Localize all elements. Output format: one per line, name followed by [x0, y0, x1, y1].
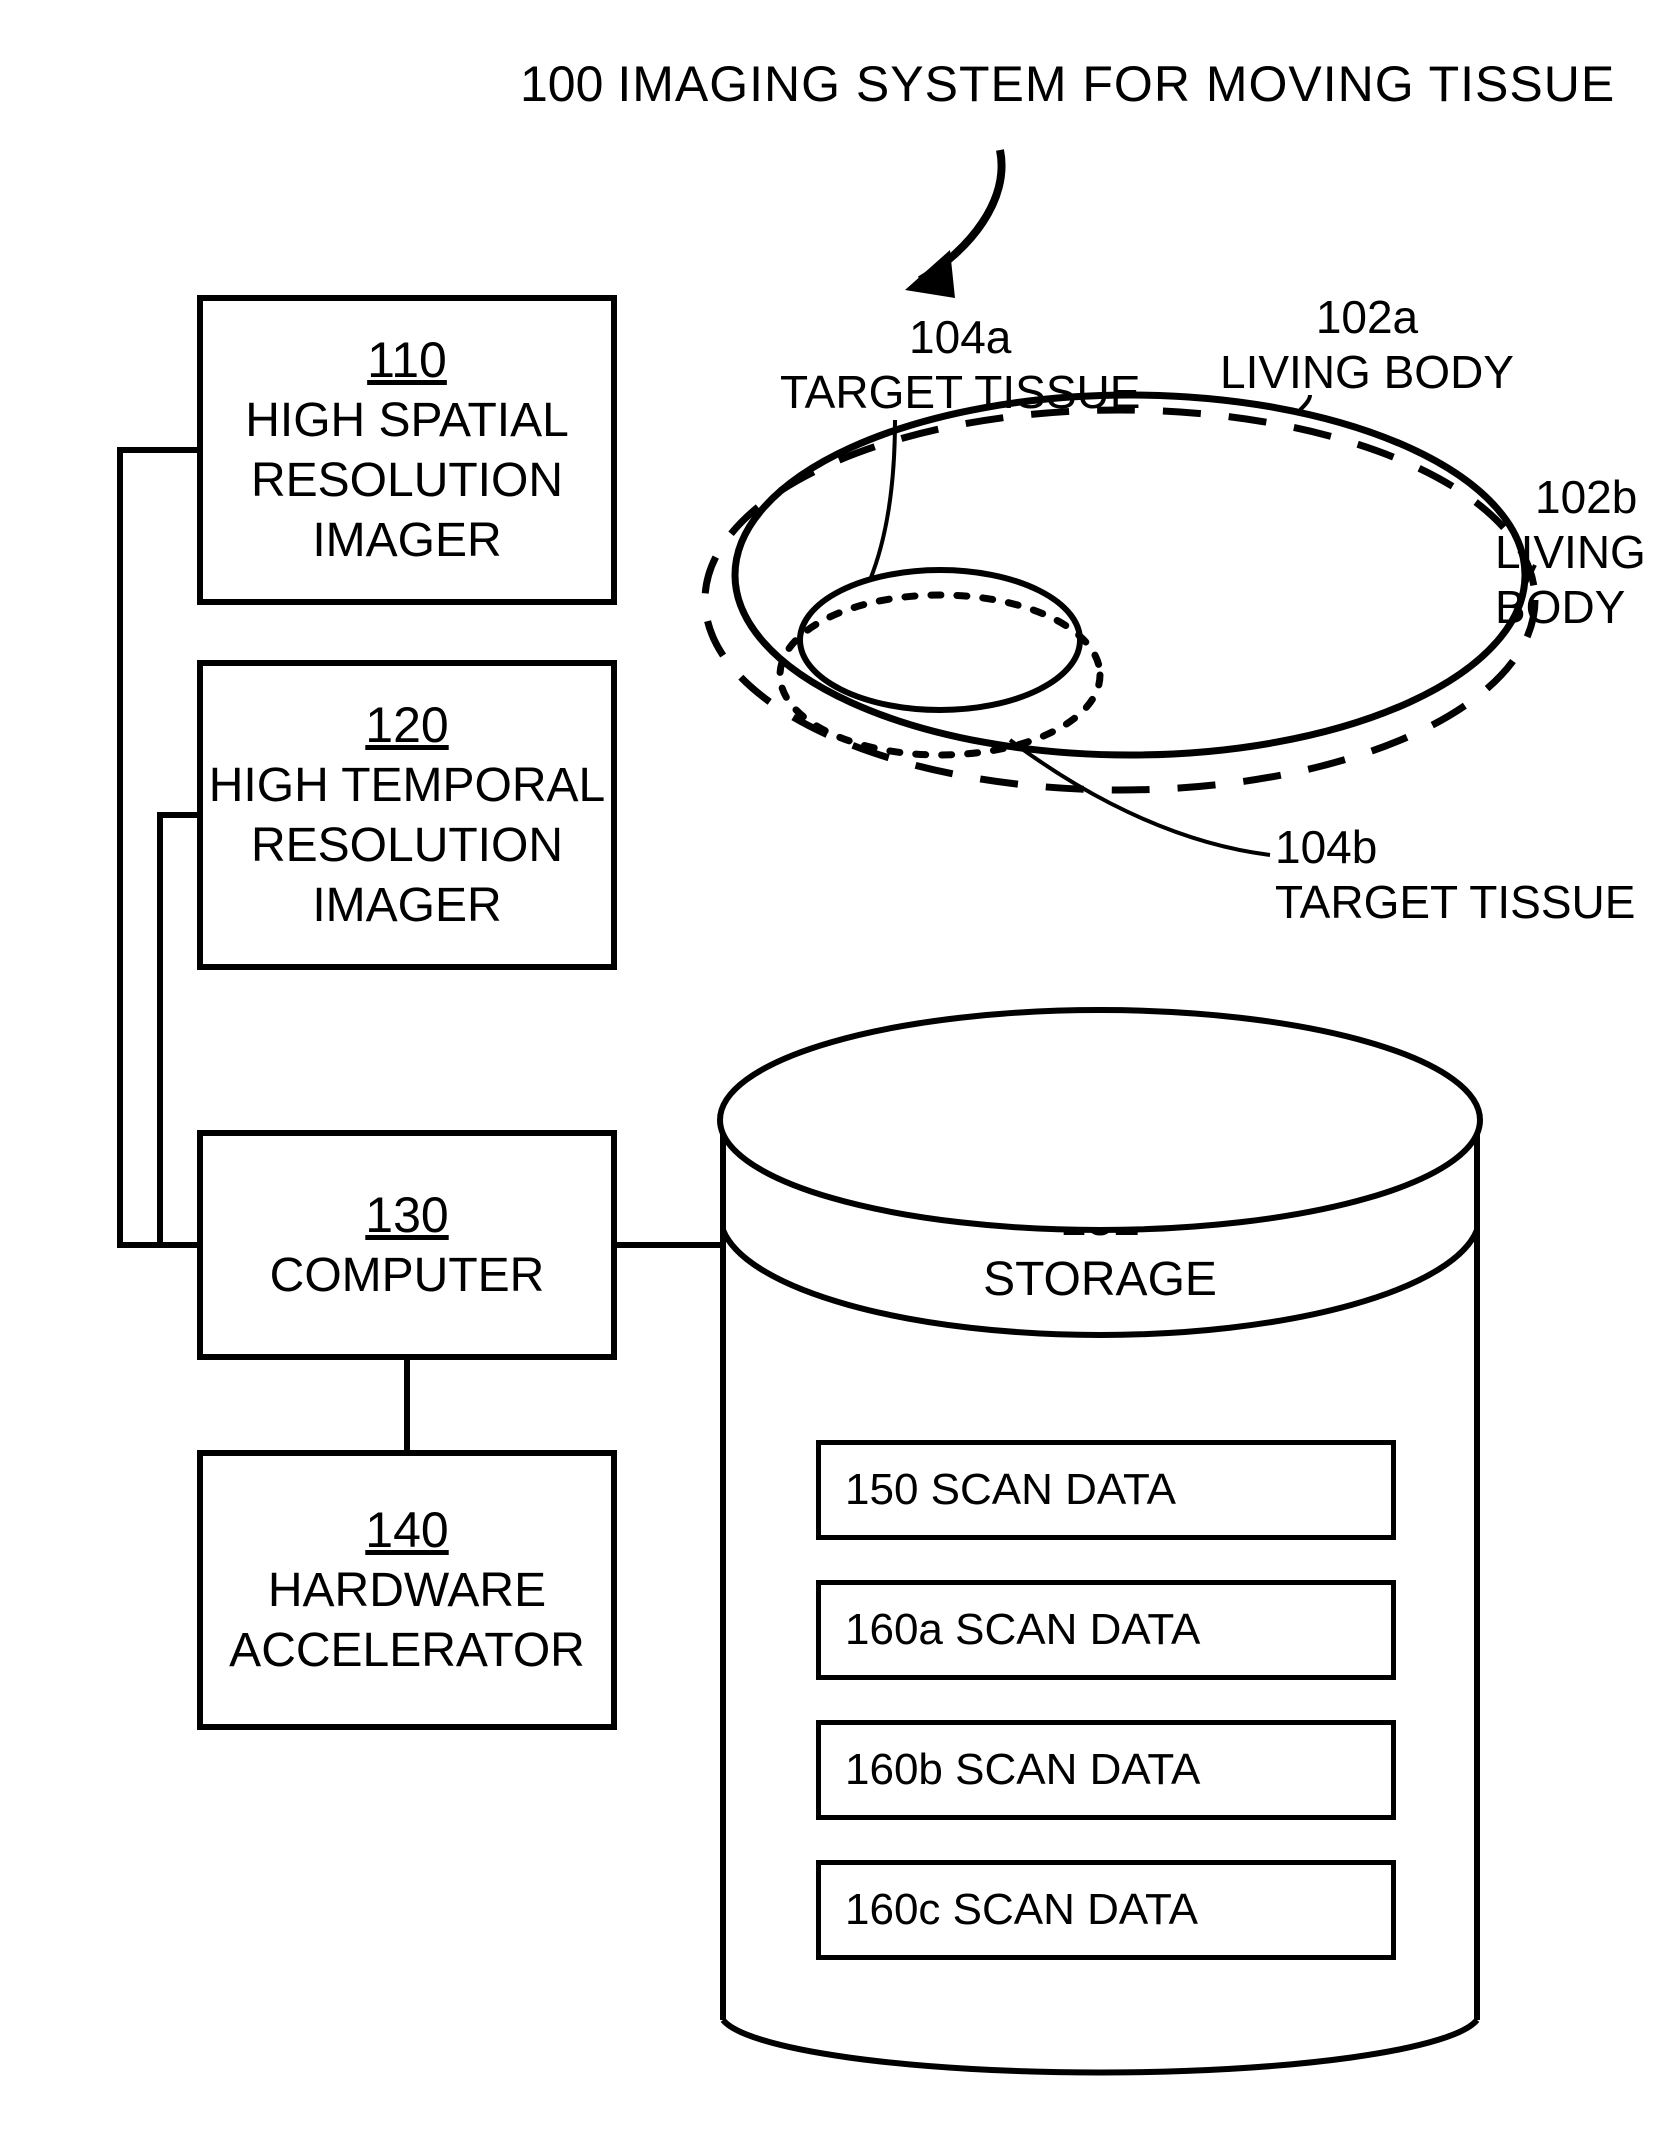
box-spatial-l2: RESOLUTION	[251, 451, 563, 511]
body-outer-dashed	[705, 410, 1535, 790]
box-temporal-l3: IMAGER	[312, 876, 501, 936]
body-outer-solid	[735, 395, 1525, 755]
callout-104a-text: TARGET TISSUE	[780, 365, 1140, 420]
scan-data-160a-text: 160a SCAN DATA	[845, 1605, 1200, 1655]
box-accel-l1: HARDWARE	[268, 1561, 546, 1621]
box-temporal-num: 120	[365, 697, 448, 753]
scan-data-160c: 160c SCAN DATA	[816, 1860, 1396, 1960]
box-spatial-l3: IMAGER	[312, 511, 501, 571]
title-arrow-head	[905, 250, 955, 298]
callout-102b: 102b LIVING BODY	[1495, 470, 1670, 636]
box-accelerator: 140 HARDWARE ACCELERATOR	[197, 1450, 617, 1730]
callout-102a: 102a LIVING BODY	[1220, 290, 1514, 400]
scan-data-150: 150 SCAN DATA	[816, 1440, 1396, 1540]
callout-104b-text: TARGET TISSUE	[1275, 875, 1635, 930]
title-num: 100	[520, 56, 603, 112]
storage-label: 132 STORAGE	[726, 1190, 1474, 1310]
scan-data-160a: 160a SCAN DATA	[816, 1580, 1396, 1680]
callout-102a-text: LIVING BODY	[1220, 345, 1514, 400]
callout-104a-num: 104a	[780, 310, 1140, 365]
box-temporal-l2: RESOLUTION	[251, 816, 563, 876]
tissue-inner-dotted	[780, 595, 1100, 755]
box-computer-l1: COMPUTER	[270, 1246, 545, 1306]
leader-104b	[1010, 740, 1270, 855]
diagram-title: 100 IMAGING SYSTEM FOR MOVING TISSUE	[520, 55, 1615, 113]
box-computer-num: 130	[365, 1187, 448, 1243]
callout-102a-num: 102a	[1220, 290, 1514, 345]
scan-data-160c-text: 160c SCAN DATA	[845, 1885, 1198, 1935]
callout-104b-num: 104b	[1275, 820, 1377, 875]
callout-102b-num: 102b	[1495, 470, 1670, 525]
box-accel-l2: ACCELERATOR	[229, 1621, 585, 1681]
connector-temporal	[160, 815, 197, 1245]
callout-102b-text: LIVING BODY	[1495, 525, 1670, 635]
storage-cylinder: 132 STORAGE 150 SCAN DATA 160a SCAN DATA…	[720, 1120, 1480, 2020]
callout-104b: 104b TARGET TISSUE	[1275, 820, 1635, 930]
leader-104a	[870, 420, 895, 580]
box-accel-num: 140	[365, 1502, 448, 1558]
storage-num: 132	[726, 1190, 1474, 1250]
scan-data-150-text: 150 SCAN DATA	[845, 1465, 1176, 1515]
scan-data-160b-text: 160b SCAN DATA	[845, 1745, 1200, 1795]
callout-104a: 104a TARGET TISSUE	[780, 310, 1140, 420]
storage-bottom-arc	[723, 2020, 1477, 2072]
title-text: IMAGING SYSTEM FOR MOVING TISSUE	[617, 56, 1615, 112]
box-spatial-num: 110	[367, 332, 447, 388]
box-computer: 130 COMPUTER	[197, 1130, 617, 1360]
connector-spatial	[120, 450, 197, 1245]
box-spatial-imager: 110 HIGH SPATIAL RESOLUTION IMAGER	[197, 295, 617, 605]
tissue-inner-solid	[800, 570, 1080, 710]
box-temporal-l1: HIGH TEMPORAL	[209, 756, 606, 816]
box-spatial-l1: HIGH SPATIAL	[245, 391, 569, 451]
box-temporal-imager: 120 HIGH TEMPORAL RESOLUTION IMAGER	[197, 660, 617, 970]
scan-data-160b: 160b SCAN DATA	[816, 1720, 1396, 1820]
title-arrow-path	[920, 150, 1002, 280]
storage-text: STORAGE	[726, 1250, 1474, 1310]
